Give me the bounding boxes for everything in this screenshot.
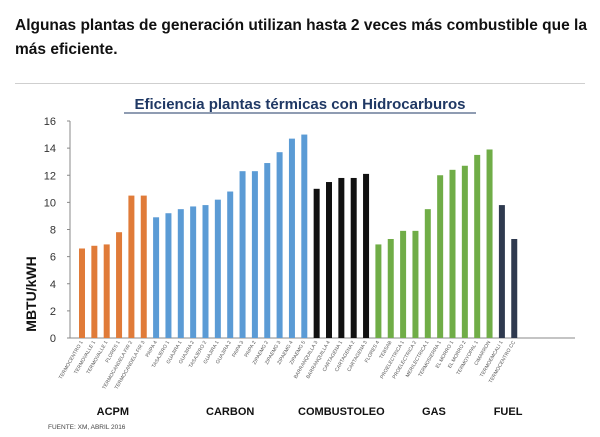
y-tick-label: 6 xyxy=(50,252,56,264)
bar xyxy=(363,173,370,338)
bar xyxy=(511,238,518,338)
bar xyxy=(116,232,123,338)
y-tick-label: 0 xyxy=(50,333,56,345)
group-label: FUEL xyxy=(494,406,523,418)
bar xyxy=(424,209,431,338)
bar xyxy=(338,177,345,338)
y-tick-label: 8 xyxy=(50,225,56,237)
group-labels: ACPM CARBON COMBUSTOLEO GAS FUEL xyxy=(97,406,523,418)
bar xyxy=(79,248,85,338)
bar xyxy=(177,209,184,338)
bar xyxy=(251,171,258,338)
bar xyxy=(437,175,444,338)
source-note: FUENTE: XM, ABRIL 2016 xyxy=(48,424,126,431)
bar xyxy=(375,244,382,338)
bar xyxy=(165,213,172,338)
bar xyxy=(153,217,160,338)
bar xyxy=(498,205,505,338)
bar xyxy=(103,244,110,338)
bar xyxy=(276,152,283,338)
bar xyxy=(288,138,295,338)
y-axis-label: MBTU/kWH xyxy=(23,256,39,331)
headline: Algunas plantas de generación utilizan h… xyxy=(15,17,587,58)
bar xyxy=(239,171,246,338)
bar xyxy=(264,163,271,338)
bar xyxy=(449,169,456,338)
y-tick-label: 14 xyxy=(44,143,56,155)
bar-series xyxy=(79,134,518,338)
bar xyxy=(350,177,357,338)
bar xyxy=(313,188,320,338)
bar xyxy=(214,199,221,338)
bar xyxy=(412,230,419,338)
y-tick-label: 10 xyxy=(44,197,56,209)
bar xyxy=(400,230,407,338)
group-label: CARBON xyxy=(206,406,254,418)
y-tick-label: 12 xyxy=(44,170,56,182)
bar xyxy=(486,149,493,338)
y-tick-label: 2 xyxy=(50,306,56,318)
group-label: COMBUSTOLEO xyxy=(298,406,385,418)
y-tick-label: 4 xyxy=(50,279,56,291)
chart-frame: Eficiencia plantas térmicas con Hidrocar… xyxy=(15,83,585,434)
bar xyxy=(227,191,234,338)
bar-chart: Eficiencia plantas térmicas con Hidrocar… xyxy=(23,96,575,431)
bar xyxy=(140,195,147,338)
bar xyxy=(202,205,209,338)
group-label: ACPM xyxy=(97,406,129,418)
bar xyxy=(326,182,332,338)
chart-title: Eficiencia plantas térmicas con Hidrocar… xyxy=(135,96,466,113)
bar xyxy=(474,154,481,338)
y-tick-label: 16 xyxy=(44,116,56,128)
bar xyxy=(387,238,394,338)
bar xyxy=(301,134,308,338)
bar xyxy=(190,206,197,338)
bar xyxy=(461,165,468,338)
y-axis: 0 2 4 6 8 10 12 14 16 xyxy=(44,116,575,345)
bar xyxy=(91,245,98,338)
bar xyxy=(128,195,135,338)
group-label: GAS xyxy=(422,406,446,418)
